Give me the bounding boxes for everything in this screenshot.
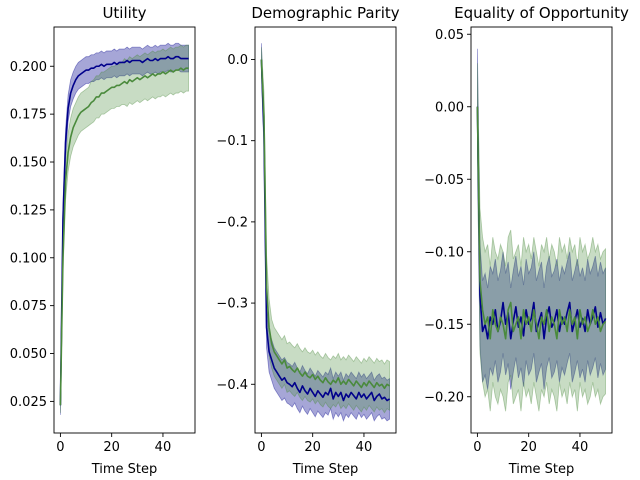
plot-area (260, 43, 391, 423)
x-tick-label: 0 (257, 440, 265, 455)
axes-frame (53, 26, 196, 434)
subplot-2: 0 20 40 0.0 −0.1 −0.2 −0.3 −0.4 Demographic Pari… (216, 4, 399, 477)
axes-frame (470, 26, 613, 434)
y-tick-label: 0.0 (227, 53, 248, 68)
series-2-band (60, 44, 189, 413)
x-tick-label: 0 (473, 440, 481, 455)
x-tick-label: 20 (520, 440, 537, 455)
x-tick-label: 20 (304, 440, 321, 455)
y-tick-label: −0.1 (216, 134, 248, 149)
y-tick-label: 0.175 (10, 108, 47, 123)
x-tick-label: 40 (572, 440, 589, 455)
series-1-line (260, 59, 391, 402)
x-tick-label: 20 (103, 440, 120, 455)
y-tick-label: 0.150 (10, 156, 47, 171)
y-tick-label: 0.125 (10, 203, 47, 218)
y-tick-label: −0.15 (424, 318, 464, 333)
series-2-line (476, 106, 607, 340)
y-tick-label: −0.3 (216, 297, 248, 312)
y-tick-label: 0.200 (10, 60, 47, 75)
subplot-1: 0 20 40 0.025 0.050 0.075 0.100 0.125 0.150 0.175… (10, 4, 196, 477)
x-axis-label: Time Step (91, 462, 158, 477)
subplot-title: Demographic Parity (251, 4, 399, 22)
y-tick-label: −0.20 (424, 390, 464, 405)
x-tick-label: 0 (56, 440, 64, 455)
series-2-line (260, 59, 391, 390)
y-tick-label: −0.4 (216, 378, 248, 393)
y-tick-label: −0.2 (216, 215, 248, 230)
x-tick-label: 40 (155, 440, 172, 455)
plot-area (59, 42, 189, 415)
y-tick-label: 0.075 (10, 299, 47, 314)
y-tick-label: −0.10 (424, 245, 464, 260)
y-tick-label: 0.025 (10, 395, 47, 410)
series-2-band (477, 63, 606, 412)
y-tick-label: 0.100 (10, 251, 47, 266)
y-tick-label: 0.00 (435, 100, 464, 115)
series-2-band (261, 47, 390, 414)
x-axis-label: Time Step (508, 462, 575, 477)
series-1-band (60, 42, 189, 415)
series-2-line (59, 67, 189, 406)
x-tick-label: 40 (356, 440, 373, 455)
y-tick-label: 0.05 (435, 28, 464, 43)
subplot-title: Utility (102, 4, 146, 22)
x-axis-label: Time Step (292, 462, 359, 477)
y-tick-label: −0.05 (424, 173, 464, 188)
series-1-line (59, 55, 189, 406)
y-tick-label: 0.050 (10, 347, 47, 362)
subplot-title: Equality of Opportunity (454, 4, 629, 22)
axes-frame (254, 26, 397, 434)
subplot-3: 0 20 40 0.05 0.00 −0.05 −0.10 −0.15 −0.20 Equalit… (424, 4, 629, 477)
plot-area (476, 48, 607, 412)
